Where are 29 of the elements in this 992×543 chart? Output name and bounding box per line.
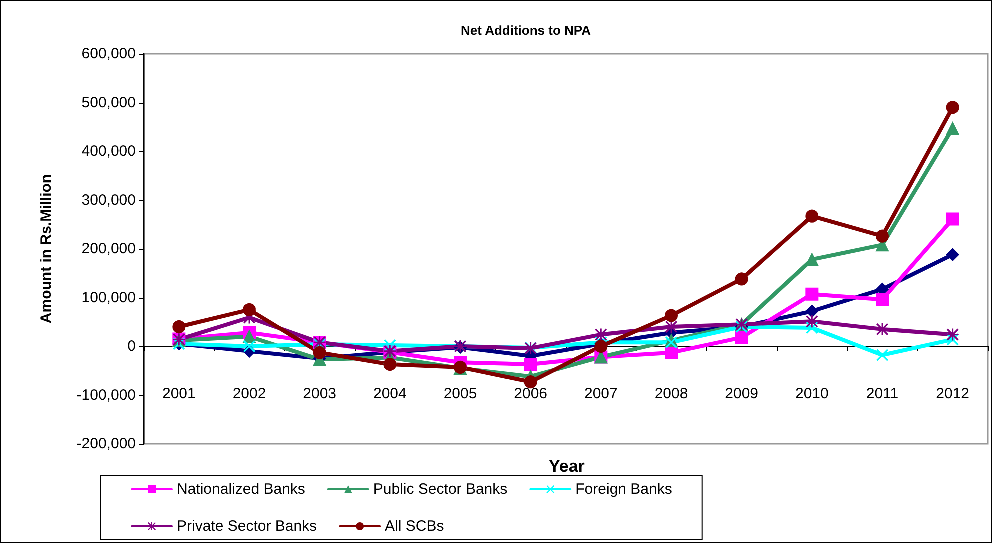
legend-label: Private Sector Banks: [177, 518, 318, 535]
x-tick-label: 2002: [232, 386, 266, 402]
x-axis-title: Year: [548, 457, 586, 476]
x-tick-label: 2010: [795, 386, 829, 402]
legend-label: Nationalized Banks: [177, 481, 306, 498]
x-tick-label: 2008: [654, 386, 688, 402]
y-tick-label: 200,000: [82, 240, 136, 258]
y-tick-label: 400,000: [82, 143, 136, 160]
legend-label: All SCBs: [385, 518, 444, 535]
x-tick-label: 2009: [725, 386, 759, 402]
y-tick-label: -100,000: [76, 386, 136, 404]
y-axis-title: Amount in Rs.Million: [38, 174, 55, 324]
x-tick-label: 2012: [936, 386, 970, 402]
y-tick-label: 0: [128, 338, 136, 355]
y-tick-label: 300,000: [82, 192, 136, 209]
y-tick-label: -200,000: [76, 436, 136, 452]
y-tick-label: 100,000: [82, 289, 136, 306]
legend-label: Foreign Banks: [576, 481, 672, 498]
x-tick-label: 2003: [303, 386, 337, 402]
x-tick-label: 2006: [514, 386, 548, 402]
x-tick-label: 2001: [162, 386, 196, 402]
y-tick-label: 600,000: [82, 46, 136, 62]
y-tick-label: 500,000: [82, 94, 136, 112]
x-tick-label: 2005: [444, 386, 478, 402]
x-tick-label: 2011: [866, 386, 899, 402]
chart-title: Net Additions to NPA: [461, 23, 592, 38]
x-tick-label: 2004: [373, 386, 407, 402]
legend-label: Public Sector Banks: [373, 481, 508, 498]
x-tick-label: 2007: [584, 386, 618, 402]
